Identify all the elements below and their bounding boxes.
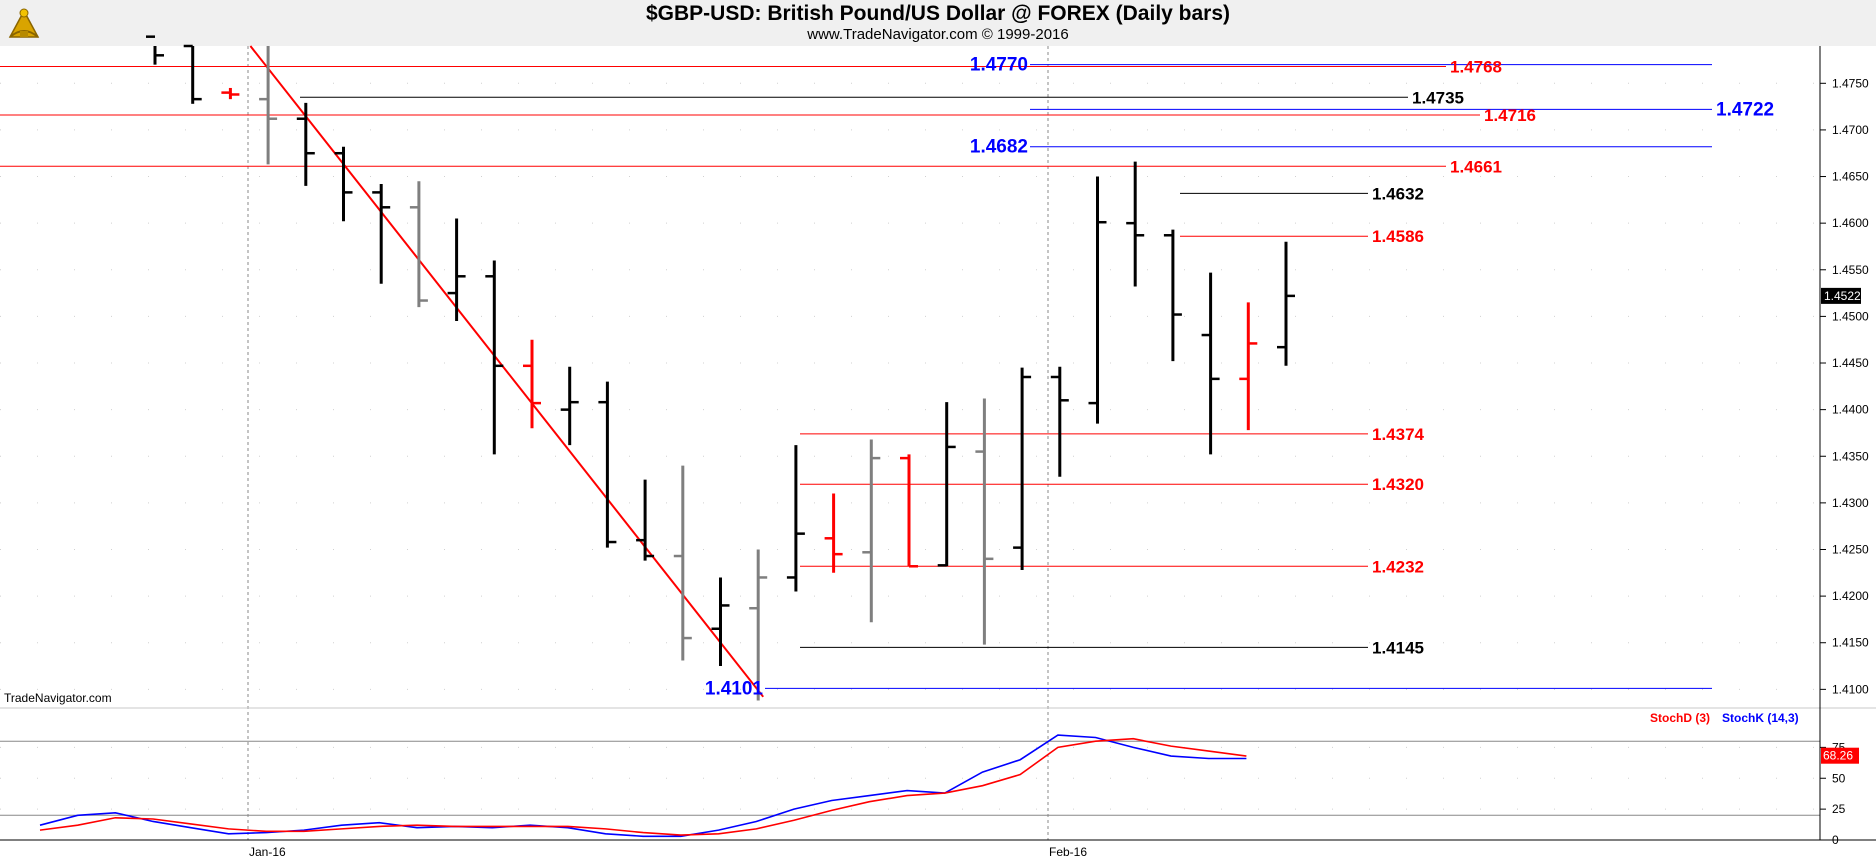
price-bar: [221, 87, 240, 100]
indicator-last-label: 68.26: [1823, 749, 1853, 763]
price-bar: [1201, 272, 1220, 455]
price-bar: [1239, 302, 1258, 431]
x-tick-label: Jan-16: [249, 845, 286, 859]
sextant-icon: [4, 3, 44, 43]
legend-stochk: StochK (14,3): [1722, 711, 1799, 725]
chart-subtitle: www.TradeNavigator.com © 1999-2016: [807, 26, 1069, 43]
price-panel: [0, 46, 1820, 708]
level-label-1.4682: 1.4682: [970, 137, 1028, 158]
legend-stochd: StochD (3): [1650, 711, 1710, 725]
x-tick-label: Feb-16: [1049, 845, 1087, 859]
price-tick-label: 1.4500: [1832, 309, 1869, 323]
price-bar: [1013, 367, 1032, 571]
price-bar: [900, 454, 918, 568]
price-bar: [711, 577, 730, 667]
level-label-1.4768: 1.4768: [1450, 58, 1502, 77]
series-stochd-3-: [39, 737, 1247, 836]
level-lines: [0, 64, 1712, 689]
last-price-box: [1821, 287, 1861, 304]
level-label-1.4632: 1.4632: [1372, 184, 1424, 203]
price-tick-label: 1.4200: [1832, 589, 1869, 603]
price-tick-label: 1.4400: [1832, 403, 1869, 417]
series-stochk-14-3-: [39, 734, 1247, 838]
x-axis: Jan-16 Feb-16: [249, 845, 1087, 859]
price-bar: [1163, 229, 1182, 362]
price-bar: [296, 102, 315, 186]
price-tick-label: 1.4600: [1832, 216, 1869, 230]
price-tick-label: 1.4150: [1832, 636, 1869, 650]
level-label-1.4586: 1.4586: [1372, 227, 1424, 246]
price-tick-label: 1.4100: [1832, 682, 1869, 696]
price-tick-label: 1.4750: [1832, 76, 1869, 90]
price-bar: [1277, 241, 1295, 366]
price-bar: [673, 465, 692, 661]
level-label-1.4320: 1.4320: [1372, 475, 1424, 494]
price-bar: [862, 439, 881, 623]
price-bar: [1050, 366, 1069, 477]
indicator-grid: [0, 740, 1820, 841]
watermark: TradeNavigator.com: [4, 691, 112, 705]
price-bar: [975, 398, 994, 645]
price-bar: [560, 366, 579, 446]
level-labels: 1.4768 1.4716 1.4661 1.4735 1.4632 1.4586 1.43…: [705, 55, 1774, 700]
chart-header: $GBP-USD: British Pound/US Dollar @ FORE…: [0, 0, 1876, 46]
price-bar: [485, 260, 504, 455]
price-y-axis: 1.4100 1.4150 1.4200 1.4250 1.4300 1.4350 1.44…: [1820, 76, 1869, 696]
indicator-legend: StochD (3) StochK (14,3): [1650, 711, 1799, 725]
price-bar: [1126, 161, 1145, 287]
price-bar: [409, 181, 428, 308]
level-label-1.4232: 1.4232: [1372, 557, 1424, 576]
level-label-1.4770: 1.4770: [970, 55, 1028, 76]
price-bars: [146, 35, 1295, 701]
level-label-1.4374: 1.4374: [1372, 425, 1425, 444]
price-bar: [1088, 176, 1107, 424]
price-bar: [598, 381, 617, 548]
price-tick-label: 1.4450: [1832, 356, 1869, 370]
price-tick-label: 1.4700: [1832, 123, 1869, 137]
price-bar: [824, 493, 843, 573]
price-bar: [372, 183, 391, 284]
level-label-1.4735: 1.4735: [1412, 88, 1464, 107]
price-bar: [183, 44, 202, 104]
price-bar: [523, 339, 541, 429]
price-bar: [937, 402, 956, 567]
price-tick-label: 1.4300: [1832, 496, 1869, 510]
level-label-1.4722: 1.4722: [1716, 99, 1774, 120]
level-label-1.4716: 1.4716: [1484, 106, 1536, 125]
price-bar: [447, 218, 466, 322]
price-tick-label: 1.4250: [1832, 542, 1869, 556]
price-bar: [636, 479, 655, 561]
indicator-tick-label: 50: [1832, 771, 1846, 785]
indicator-lines: [39, 734, 1247, 838]
price-bar: [334, 146, 353, 222]
last-price-label: 1.4522: [1824, 289, 1861, 303]
level-label-1.4661: 1.4661: [1450, 157, 1502, 176]
price-bar: [786, 445, 805, 592]
price-tick-label: 1.4650: [1832, 170, 1869, 184]
price-bar: [749, 549, 768, 701]
chart-title: $GBP-USD: British Pound/US Dollar @ FORE…: [645, 2, 1231, 25]
indicator-tick-label: 25: [1832, 802, 1846, 816]
price-bar: [146, 35, 164, 65]
price-bar: [259, 46, 278, 165]
indicator-last-box: [1821, 747, 1859, 764]
price-tick-label: 1.4350: [1832, 449, 1869, 463]
level-label-1.4101: 1.4101: [705, 678, 764, 699]
level-label-1.4145: 1.4145: [1372, 638, 1424, 657]
price-tick-label: 1.4550: [1832, 263, 1869, 277]
